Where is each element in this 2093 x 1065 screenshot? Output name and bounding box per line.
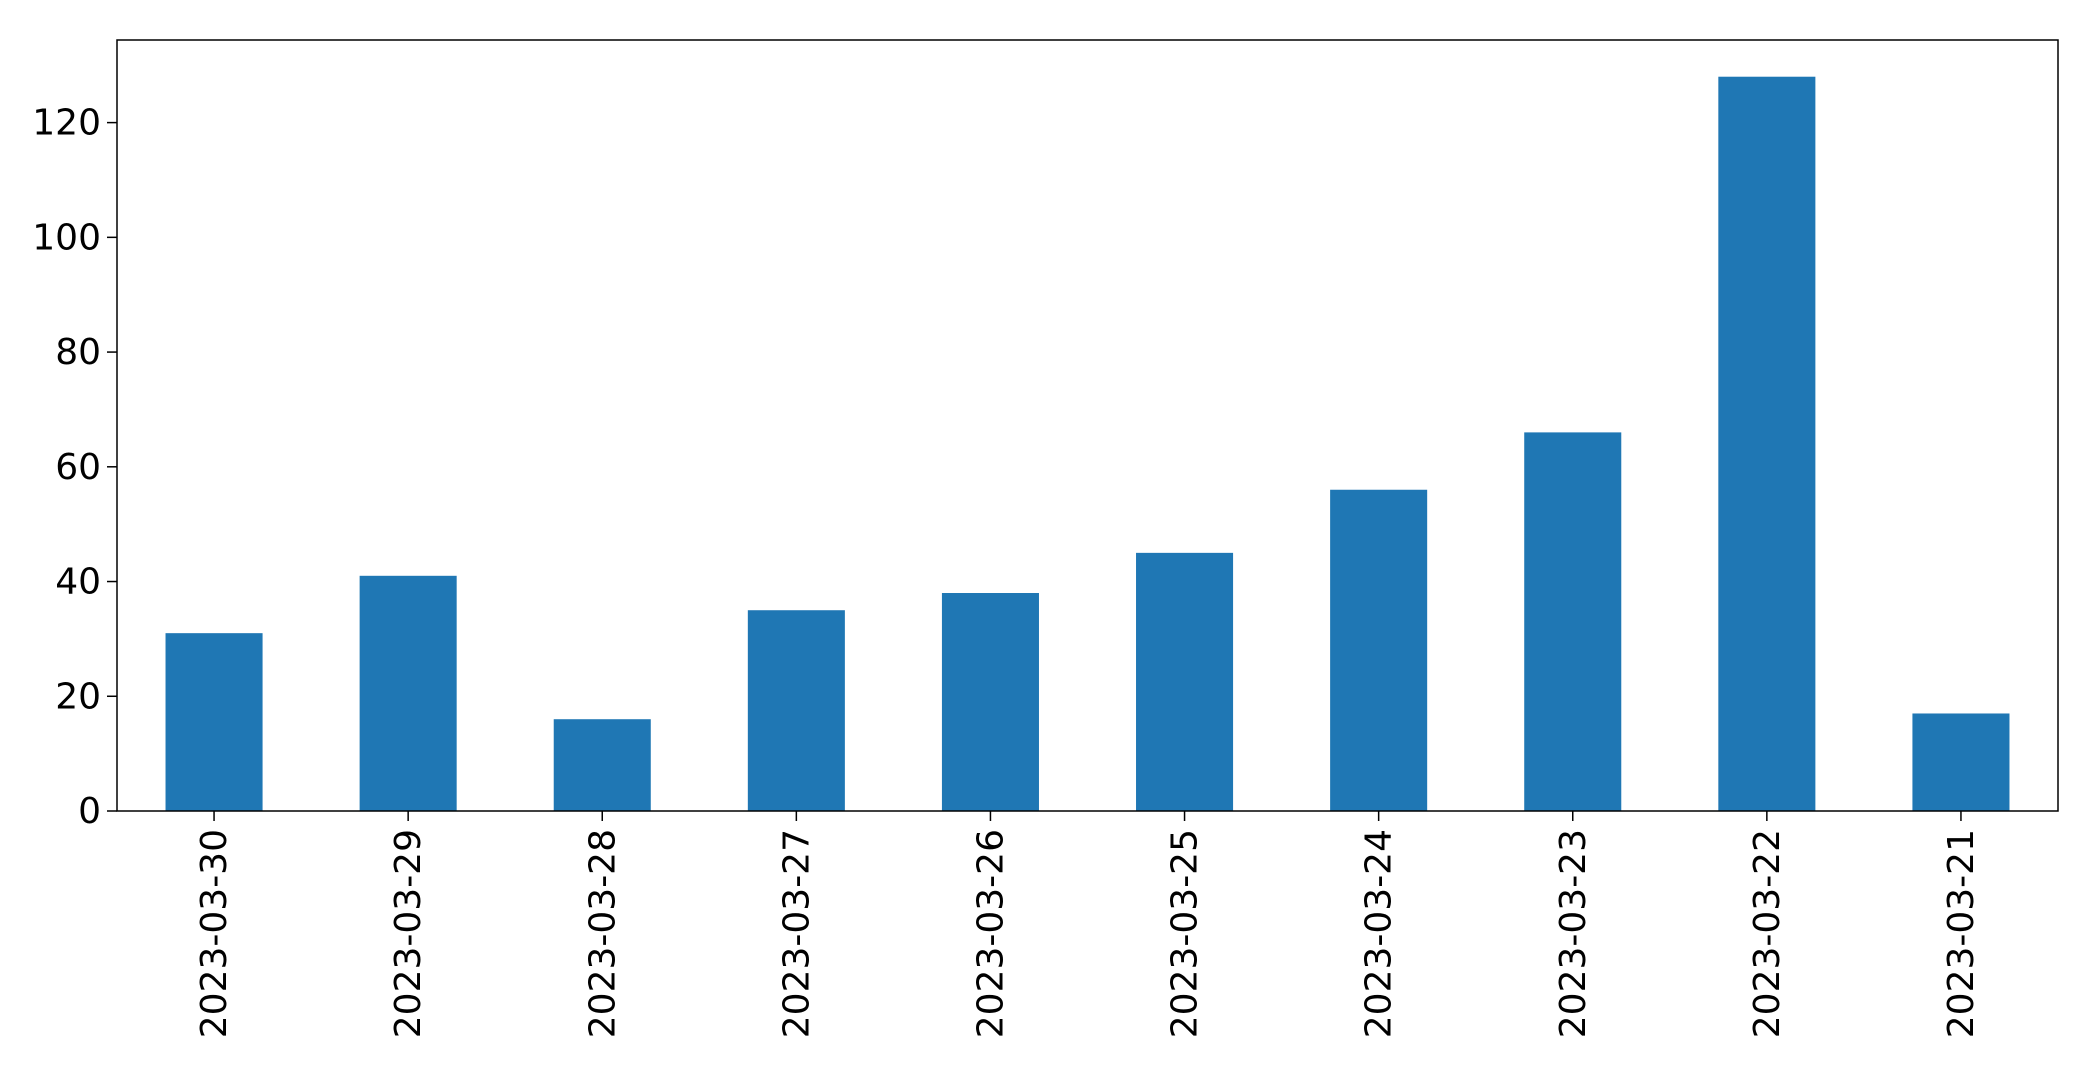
x-tick-label: 2023-03-28 — [582, 829, 623, 1038]
x-tick-label: 2023-03-24 — [1359, 829, 1400, 1038]
x-axis: 2023-03-30 2023-03-29 2023-03-28 2023-03-27… — [194, 811, 1982, 1038]
y-tick-label: 20 — [55, 676, 101, 717]
y-tick-label: 0 — [78, 791, 101, 832]
bar-2023-03-27 — [747, 610, 845, 811]
y-axis: 0 20 40 60 80 100 120 — [32, 103, 117, 832]
bar-2023-03-25 — [1136, 552, 1234, 811]
y-tick-label: 60 — [55, 447, 101, 488]
x-tick-label: 2023-03-23 — [1553, 829, 1594, 1038]
bar-2023-03-21 — [1912, 713, 2010, 811]
x-tick-label: 2023-03-30 — [194, 829, 235, 1038]
y-tick-label: 40 — [55, 562, 101, 603]
bar-2023-03-29 — [359, 575, 457, 811]
x-tick-label: 2023-03-21 — [1941, 829, 1982, 1038]
x-tick-label: 2023-03-26 — [970, 829, 1011, 1038]
y-tick-label: 80 — [55, 332, 101, 373]
bar-2023-03-22 — [1718, 76, 1816, 811]
bar-2023-03-24 — [1330, 489, 1428, 811]
bar-2023-03-30 — [165, 633, 263, 811]
x-tick-label: 2023-03-29 — [388, 829, 429, 1038]
plot-frame — [116, 39, 2059, 812]
bar-2023-03-26 — [941, 593, 1039, 811]
bars-layer — [165, 76, 2010, 811]
x-tick-label: 2023-03-25 — [1165, 829, 1206, 1038]
y-tick-label: 120 — [32, 103, 101, 144]
bar-2023-03-28 — [553, 719, 651, 811]
x-tick-label: 2023-03-27 — [776, 829, 817, 1038]
bar-2023-03-23 — [1524, 432, 1622, 811]
y-tick-label: 100 — [32, 217, 101, 258]
x-tick-label: 2023-03-22 — [1747, 829, 1788, 1038]
